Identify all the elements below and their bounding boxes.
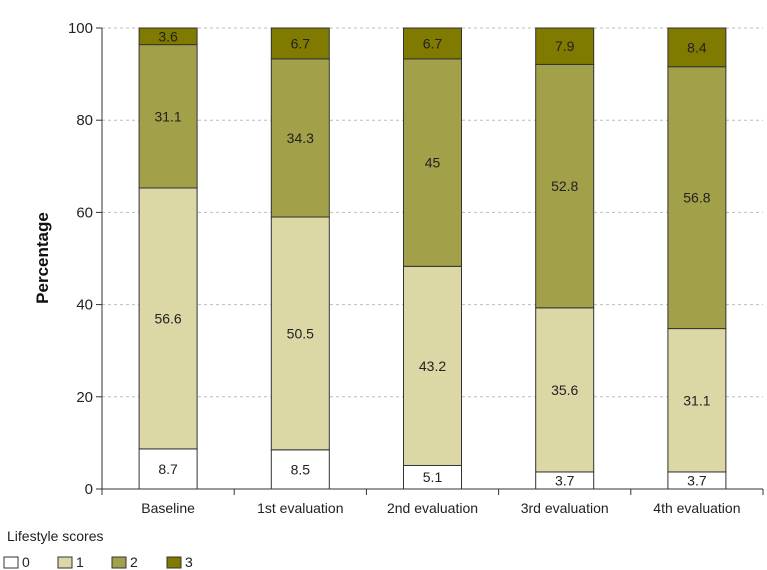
legend-title: Lifestyle scores [7,528,103,544]
legend-label: 1 [76,554,84,570]
bar-segment-3 [535,27,595,65]
data-label: 31.1 [683,392,710,408]
bar-segment-1 [667,328,727,473]
legend-swatch-0 [3,556,19,569]
y-axis-label: Percentage [33,212,52,304]
legend-swatch-2 [111,556,127,569]
data-label: 6.7 [291,35,311,51]
bar-segment-3 [403,27,462,60]
y-tick-label: 20 [76,389,93,406]
bars: 8.7 56.6 31.1 3.6 8.5 50.5 34.3 6.7 5.1 43.2 45 6.7… [138,27,727,490]
bar-segment-1 [138,187,198,450]
data-label: 50.5 [287,325,314,341]
data-label: 6.7 [423,35,443,51]
data-label: 8.5 [291,461,311,477]
axes: 0 20 40 60 80 100 Baseline 1st evaluation 2nd ev… [68,20,764,516]
data-label: 31.1 [154,108,181,124]
legend-swatch-3 [166,556,182,569]
bar-segment-0 [270,449,330,490]
data-label: 56.6 [154,310,181,326]
data-label: 43.2 [419,358,446,374]
y-tick-label: 40 [76,297,93,314]
bar-segment-1 [535,307,595,473]
x-tick-label: 2nd evaluation [387,500,478,516]
data-label: 35.6 [551,382,578,398]
data-label: 5.1 [423,469,443,485]
legend-label: 2 [130,554,138,570]
x-tick-label: 3rd evaluation [521,500,609,516]
bar-segment-1 [403,265,462,466]
bar-segment-1 [270,216,330,451]
data-label: 8.7 [158,461,178,477]
bar-segment-0 [138,448,198,490]
bar-segment-2 [270,58,330,218]
data-label: 34.3 [287,130,314,146]
bar-segment-2 [138,44,198,189]
data-label: 8.4 [687,39,707,55]
data-label: 7.9 [555,38,575,54]
legend-label: 3 [185,554,193,570]
bar-segment-3 [667,27,727,68]
data-label: 52.8 [551,178,578,194]
x-tick-label: 4th evaluation [653,500,740,516]
y-tick-label: 0 [85,481,93,498]
data-label: 3.6 [158,28,178,44]
legend-swatch-1 [57,556,73,569]
x-tick-label: 1st evaluation [257,500,343,516]
y-tick-label: 100 [68,20,93,37]
bar-segment-2 [667,66,727,330]
data-label: 56.8 [683,190,710,206]
bar-segment-2 [535,63,595,309]
bar-segment-3 [138,27,198,46]
data-label: 3.7 [555,472,575,488]
data-label: 45 [425,155,441,171]
y-tick-label: 80 [76,112,93,129]
data-label: 3.7 [687,472,707,488]
bar-segment-2 [403,58,462,267]
legend-label: 0 [22,554,30,570]
y-tick-label: 60 [76,204,93,221]
bar-segment-3 [270,27,330,60]
x-tick-label: Baseline [141,500,195,516]
legend: 0 1 2 3 [3,554,193,570]
